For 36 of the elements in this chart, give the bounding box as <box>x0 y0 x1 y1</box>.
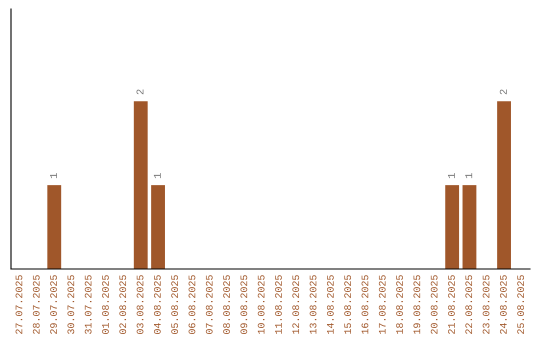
x-tick-label: 27.07.2025 <box>16 275 22 334</box>
x-tick-label: 08.08.2025 <box>223 275 230 334</box>
x-tick-label: 10.08.2025 <box>258 275 265 334</box>
x-tick-label: 05.08.2025 <box>171 275 178 334</box>
x-tick-label: 07.08.2025 <box>206 275 213 334</box>
x-tick-label: 03.08.2025 <box>136 275 144 334</box>
x-tick-label: 16.08.2025 <box>362 275 368 334</box>
x-tick-label: 15.08.2025 <box>344 275 352 334</box>
x-tick-label: 17.08.2025 <box>378 275 386 334</box>
x-tick-label: 24.08.2025 <box>500 275 507 334</box>
x-tick-label: 22.08.2025 <box>465 275 472 334</box>
data-label: 1 <box>448 173 455 178</box>
data-label: 2 <box>500 89 507 94</box>
data-label: 1 <box>154 173 161 178</box>
x-tick-label: 14.08.2025 <box>326 275 334 334</box>
x-tick-label: 11.08.2025 <box>275 275 282 334</box>
x-tick-label: 28.07.2025 <box>32 275 40 334</box>
x-tick-label: 12.08.2025 <box>292 275 300 334</box>
x-tick-label: 19.08.2025 <box>413 275 420 334</box>
x-tick-label: 20.08.2025 <box>430 275 438 334</box>
x-tick-label: 25.08.2025 <box>517 275 524 334</box>
x-tick-label: 09.08.2025 <box>240 275 248 334</box>
x-tick-label: 18.08.2025 <box>396 275 403 334</box>
x-tick-label: 23.08.2025 <box>482 275 490 334</box>
x-tick-label: 02.08.2025 <box>119 275 126 334</box>
data-label: 2 <box>136 89 144 94</box>
data-label: 1 <box>465 173 472 178</box>
x-tick-label: 04.08.2025 <box>154 275 161 334</box>
x-tick-label: 31.07.2025 <box>84 275 92 334</box>
x-tick-label: 30.07.2025 <box>67 275 74 334</box>
x-tick-label: 21.08.2025 <box>448 275 455 334</box>
x-tick-label: 01.08.2025 <box>102 275 109 334</box>
data-label: 1 <box>50 173 57 178</box>
x-tick-label: 06.08.2025 <box>188 275 196 334</box>
x-tick-label: 13.08.2025 <box>310 275 316 334</box>
x-tick-label: 29.07.2025 <box>50 275 57 334</box>
